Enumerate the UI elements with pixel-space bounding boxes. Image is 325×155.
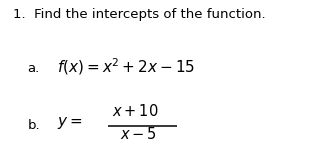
Text: $x+10$: $x+10$	[112, 103, 159, 119]
Text: $x-5$: $x-5$	[120, 126, 157, 142]
Text: $f(x)=x^2+2x-15$: $f(x)=x^2+2x-15$	[57, 57, 195, 77]
Text: a.: a.	[28, 62, 40, 75]
Text: $y=$: $y=$	[57, 115, 82, 131]
Text: 1.  Find the intercepts of the function.: 1. Find the intercepts of the function.	[13, 8, 266, 21]
Text: b.: b.	[28, 119, 40, 132]
